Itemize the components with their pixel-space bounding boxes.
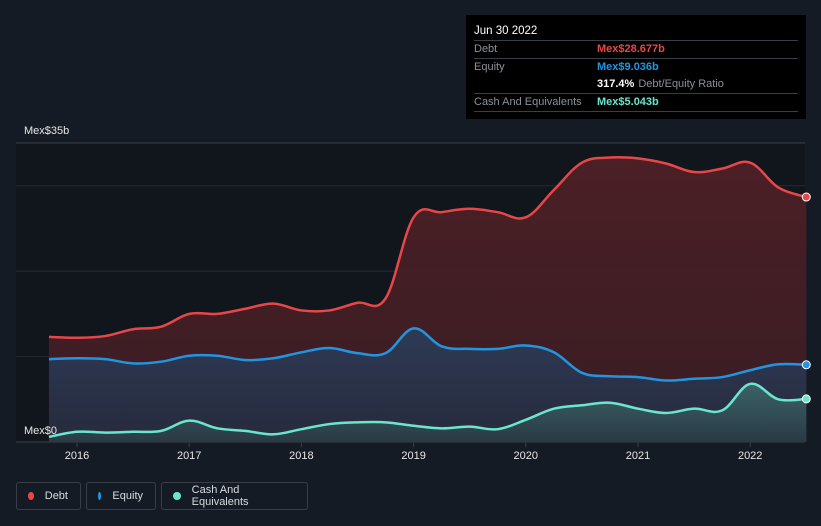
tooltip-equity-value: Mex$9.036b bbox=[597, 61, 659, 73]
x-tick-label: 2022 bbox=[737, 450, 763, 462]
cash-end-marker bbox=[801, 394, 811, 404]
cash-line bbox=[48, 382, 807, 439]
tooltip-row-ratio: 317.4% Debt/Equity Ratio bbox=[474, 76, 798, 94]
legend-label-equity: Equity bbox=[112, 490, 143, 502]
legend: Debt Equity Cash And Equivalents bbox=[16, 482, 308, 510]
cash-dot-icon bbox=[173, 492, 181, 500]
x-tick-label: 2017 bbox=[176, 450, 202, 462]
y-axis-bottom-label: Mex$0 bbox=[24, 425, 58, 437]
tooltip-row-debt: Debt Mex$28.677b bbox=[474, 41, 798, 59]
debt-dot-icon bbox=[28, 492, 34, 500]
equity-dot-icon bbox=[98, 492, 102, 500]
debt-line bbox=[48, 155, 807, 340]
legend-item-equity[interactable]: Equity bbox=[86, 482, 156, 510]
equity-line bbox=[48, 327, 807, 382]
tooltip-ratio-label: Debt/Equity Ratio bbox=[638, 78, 724, 90]
x-tick-label: 2020 bbox=[513, 450, 539, 462]
x-tick-label: 2018 bbox=[289, 450, 314, 462]
tooltip-date: Jun 30 2022 bbox=[474, 23, 798, 41]
tooltip-cash-label: Cash And Equivalents bbox=[474, 96, 582, 108]
legend-label-debt: Debt bbox=[44, 490, 68, 502]
cash-area bbox=[48, 383, 807, 442]
legend-item-cash[interactable]: Cash And Equivalents bbox=[161, 482, 308, 510]
tooltip-debt-value: Mex$28.677b bbox=[597, 43, 665, 55]
legend-label-cash: Cash And Equivalents bbox=[191, 484, 249, 508]
debt-end-marker bbox=[801, 192, 811, 202]
tooltip-debt-label: Debt bbox=[474, 43, 498, 55]
x-tick-label: 2019 bbox=[401, 450, 426, 462]
equity-end-marker bbox=[801, 360, 811, 370]
tooltip-equity-label: Equity bbox=[474, 61, 505, 73]
x-tick-label: 2021 bbox=[625, 450, 651, 462]
tooltip-ratio-value: 317.4% bbox=[597, 78, 635, 90]
tooltip-cash-value: Mex$5.043b bbox=[597, 96, 659, 108]
legend-item-debt[interactable]: Debt bbox=[16, 482, 81, 510]
tooltip-panel: Jun 30 2022 Debt Mex$28.677b Equity Mex$… bbox=[466, 15, 806, 119]
tooltip-row-cash: Cash And Equivalents Mex$5.043b bbox=[474, 94, 798, 112]
y-axis-top-label: Mex$35b bbox=[24, 125, 70, 137]
tooltip-row-equity: Equity Mex$9.036b bbox=[474, 59, 798, 76]
x-tick-label: 2016 bbox=[64, 450, 90, 462]
